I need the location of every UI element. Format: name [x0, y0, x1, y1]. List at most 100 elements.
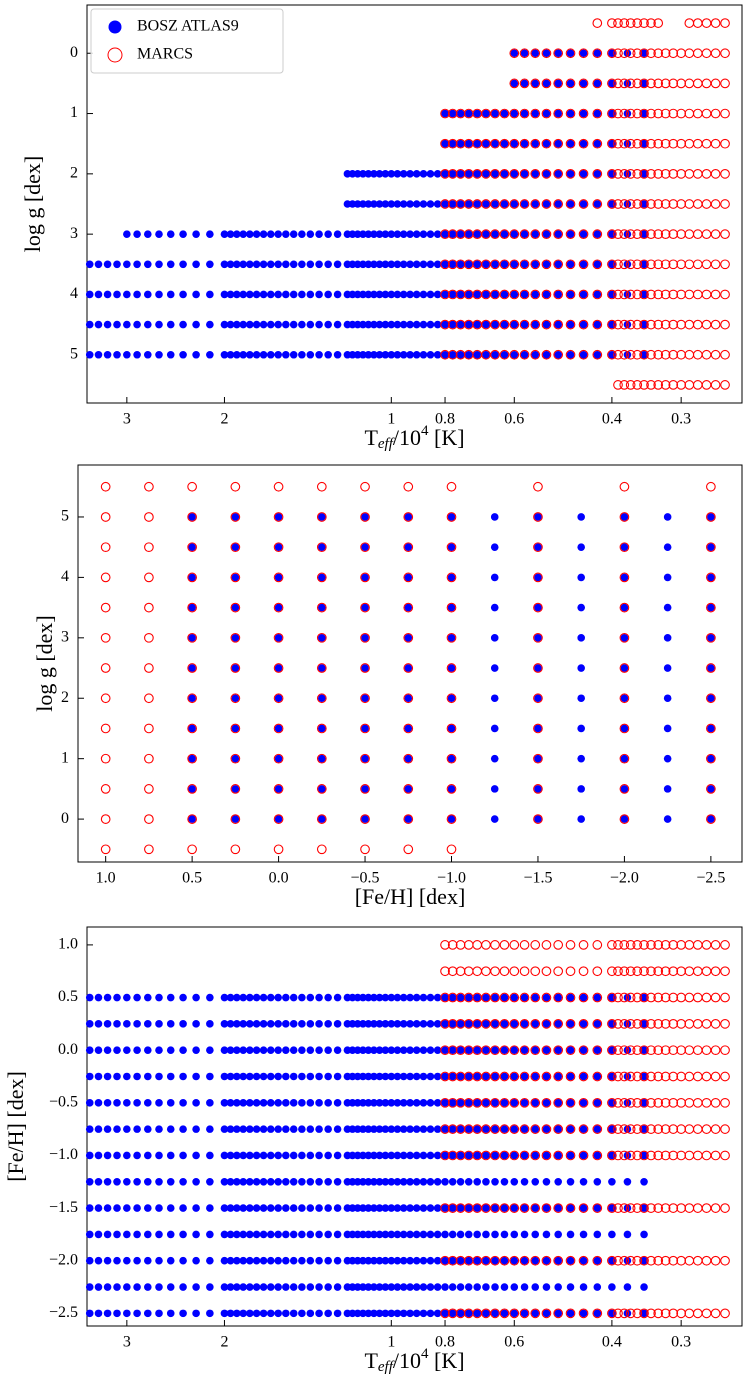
data-point [100, 723, 111, 734]
data-point [381, 1151, 390, 1160]
data-point [607, 199, 617, 209]
data-point [406, 1204, 414, 1212]
data-point [473, 993, 481, 1002]
data-point [554, 49, 562, 58]
data-point [381, 350, 390, 359]
data-point [220, 1309, 229, 1318]
data-point [387, 320, 396, 329]
data-point [375, 1072, 384, 1081]
y-tick-label: 0.0 [58, 1041, 78, 1058]
data-point [85, 290, 94, 299]
data-point [447, 940, 458, 950]
data-point [404, 573, 413, 582]
data-point [668, 48, 679, 59]
data-point [632, 1308, 643, 1319]
data-point [94, 1283, 103, 1291]
data-point [653, 940, 664, 950]
data-point [192, 1230, 200, 1239]
data-point [447, 1045, 458, 1056]
data-point [663, 815, 672, 823]
data-point [419, 320, 428, 329]
data-point [473, 1046, 481, 1054]
data-point [455, 259, 466, 270]
data-point [233, 1204, 241, 1212]
data-point [441, 1283, 449, 1291]
data-point [315, 290, 323, 299]
data-point [710, 349, 721, 360]
data-point [541, 1203, 552, 1213]
data-point [510, 230, 519, 238]
data-point [123, 1151, 131, 1160]
data-point [553, 319, 564, 330]
data-point [455, 349, 466, 360]
data-point [619, 572, 630, 583]
data-point [433, 1256, 442, 1265]
data-point [613, 380, 623, 390]
data-point [706, 753, 716, 764]
data-point [660, 48, 671, 59]
data-point [266, 1046, 275, 1054]
data-point [433, 1046, 442, 1054]
data-point [206, 1230, 214, 1239]
data-point [530, 229, 541, 240]
data-point [273, 542, 284, 553]
data-point [491, 1020, 499, 1028]
data-point [426, 260, 435, 269]
data-point [464, 1283, 473, 1291]
data-point [404, 724, 413, 733]
data-point [464, 170, 473, 178]
data-point [387, 1309, 396, 1318]
data-point [660, 1124, 671, 1134]
data-point [113, 1256, 121, 1265]
data-point [720, 1150, 730, 1161]
data-point [623, 139, 632, 148]
data-point [239, 1204, 248, 1212]
data-point [230, 512, 241, 522]
data-point [455, 289, 466, 300]
data-point [447, 1308, 458, 1319]
data-point [403, 723, 414, 734]
data-point [381, 200, 390, 208]
data-point [343, 170, 352, 178]
data-point [692, 289, 703, 300]
y-tick-label: 0.5 [58, 988, 78, 1005]
data-point [399, 1256, 408, 1265]
data-point [266, 1151, 275, 1160]
data-point [406, 1283, 414, 1291]
data-point [706, 542, 716, 553]
data-point [684, 18, 695, 28]
data-point [499, 1203, 510, 1213]
data-point [613, 138, 623, 149]
data-point [364, 1256, 373, 1265]
data-point [554, 1256, 562, 1265]
data-point [684, 259, 695, 270]
data-point [530, 940, 541, 950]
data-point [393, 350, 402, 359]
data-point [324, 1151, 332, 1160]
data-point [252, 1256, 261, 1265]
data-point [239, 1309, 248, 1318]
data-point [246, 320, 254, 329]
data-point [592, 1124, 603, 1134]
data-point [632, 199, 643, 209]
data-point [433, 260, 442, 269]
data-point [701, 380, 712, 390]
data-point [707, 785, 715, 793]
data-point [639, 199, 649, 209]
data-point [440, 199, 450, 209]
data-point [619, 1255, 630, 1266]
data-point [456, 139, 465, 148]
data-point [579, 139, 588, 148]
data-point [619, 632, 630, 643]
data-point [144, 481, 154, 492]
data-point [333, 1230, 342, 1239]
data-point [85, 1046, 94, 1054]
data-point [230, 784, 241, 794]
data-point [676, 78, 687, 89]
data-point [701, 1308, 712, 1319]
data-point [359, 1204, 367, 1212]
data-point [482, 1072, 490, 1081]
data-point [187, 753, 197, 764]
data-point [273, 663, 284, 673]
y-tick-label: 1.0 [58, 936, 78, 953]
